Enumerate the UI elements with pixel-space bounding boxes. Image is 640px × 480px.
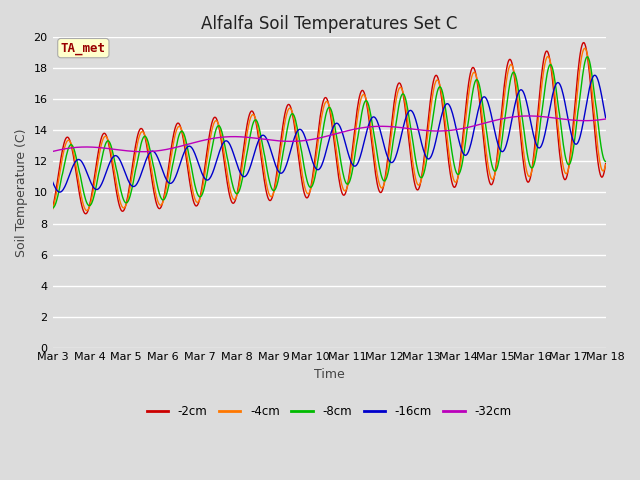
- Y-axis label: Soil Temperature (C): Soil Temperature (C): [15, 128, 28, 257]
- Legend: -2cm, -4cm, -8cm, -16cm, -32cm: -2cm, -4cm, -8cm, -16cm, -32cm: [142, 400, 516, 422]
- Title: Alfalfa Soil Temperatures Set C: Alfalfa Soil Temperatures Set C: [201, 15, 457, 33]
- Text: TA_met: TA_met: [61, 42, 106, 55]
- X-axis label: Time: Time: [314, 368, 344, 381]
